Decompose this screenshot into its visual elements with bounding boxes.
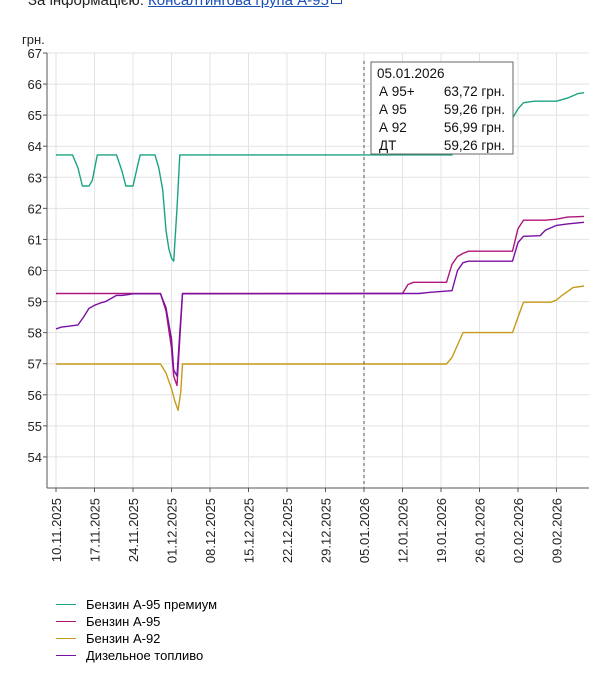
- legend-item[interactable]: Бензин А-95 премиум: [56, 596, 217, 613]
- legend-item[interactable]: Бензин А-95: [56, 613, 217, 630]
- x-tick-label: 12.01.2026: [396, 498, 411, 563]
- series-line-2: [56, 215, 585, 387]
- legend-item[interactable]: Бензин А-92: [56, 630, 217, 647]
- x-tick-label: 22.12.2025: [280, 498, 295, 563]
- legend-label: Бензин А-95: [86, 614, 161, 629]
- tooltip-row-value: 59,26 грн.: [444, 102, 505, 117]
- tooltip-box: [370, 61, 514, 155]
- legend-swatch: [56, 655, 76, 656]
- tooltip: 05.01.2026 А 95+ 63,72 грн. А 95 59,26 грн. А…: [363, 61, 514, 488]
- tooltip-row-value: 59,26 грн.: [444, 138, 505, 153]
- series-line-3: [56, 285, 585, 411]
- source-attribution: За інформацією: Консалтингова група А-95: [28, 0, 342, 9]
- series-lines: [55, 92, 585, 411]
- y-tick-label: 66: [28, 77, 42, 92]
- x-tick-label: 09.02.2026: [550, 498, 565, 563]
- x-tick-label: 05.01.2026: [357, 498, 372, 563]
- tooltip-row-label: А 92: [379, 120, 407, 135]
- tooltip-row-value: 63,72 грн.: [444, 84, 505, 99]
- x-tick-label: 24.11.2025: [126, 498, 141, 562]
- y-tick-label: 63: [28, 170, 42, 185]
- y-tick-label: 57: [28, 357, 42, 372]
- tooltip-row-value: 56,99 грн.: [444, 120, 505, 135]
- tooltip-row-label: А 95+: [379, 84, 415, 99]
- fuel-price-chart: 54 55 56 57 58 59 60 61 62 63 64 65 66 67 10.11.2025 17…: [22, 32, 589, 563]
- legend-swatch: [56, 604, 76, 605]
- tooltip-date: 05.01.2026: [377, 66, 445, 81]
- y-tick-label: 67: [28, 46, 42, 61]
- series-line-4: [55, 221, 585, 377]
- x-tick-label: 29.12.2025: [319, 498, 334, 563]
- y-tick-label: 56: [28, 388, 42, 403]
- x-tick-label: 26.01.2026: [473, 498, 488, 563]
- legend-label: Бензин А-92: [86, 631, 161, 646]
- y-tick-label: 60: [28, 264, 42, 279]
- axes: 54 55 56 57 58 59 60 61 62 63 64 65 66 67 10.11.2025 17…: [22, 32, 589, 563]
- y-tick-label: 65: [28, 108, 42, 123]
- y-tick-label: 62: [28, 201, 42, 216]
- x-tick-label: 17.11.2025: [88, 498, 103, 562]
- x-tick-label: 02.02.2026: [511, 498, 526, 563]
- tooltip-row-label: ДТ: [379, 138, 396, 153]
- x-tick-label: 10.11.2025: [49, 498, 64, 562]
- x-tick-label: 19.01.2026: [434, 498, 449, 563]
- source-prefix: За інформацією:: [28, 0, 144, 9]
- legend-label: Бензин А-95 премиум: [86, 597, 218, 612]
- y-tick-label: 64: [28, 139, 42, 154]
- external-link-icon: [330, 0, 342, 4]
- series-line-1: [56, 92, 585, 262]
- legend: Бензин А-95 премиум Бензин А-95 Бензин А-9…: [56, 596, 217, 664]
- legend-label: Дизельное топливо: [86, 648, 204, 663]
- source-link[interactable]: Консалтингова група А-95: [148, 0, 329, 9]
- y-tick-label: 54: [28, 450, 42, 465]
- x-tick-label: 15.12.2025: [242, 498, 257, 563]
- y-tick-label: 55: [28, 419, 42, 434]
- legend-swatch: [56, 638, 76, 639]
- y-tick-label: 58: [28, 326, 42, 341]
- tooltip-row-label: А 95: [379, 102, 407, 117]
- legend-swatch: [56, 621, 76, 622]
- x-tick-label: 01.12.2025: [165, 498, 180, 563]
- y-tick-label: 59: [28, 295, 42, 310]
- x-tick-label: 08.12.2025: [203, 498, 218, 563]
- y-tick-label: 61: [28, 232, 42, 247]
- legend-item[interactable]: Дизельное топливо: [56, 647, 217, 664]
- y-axis-label: грн.: [22, 32, 45, 47]
